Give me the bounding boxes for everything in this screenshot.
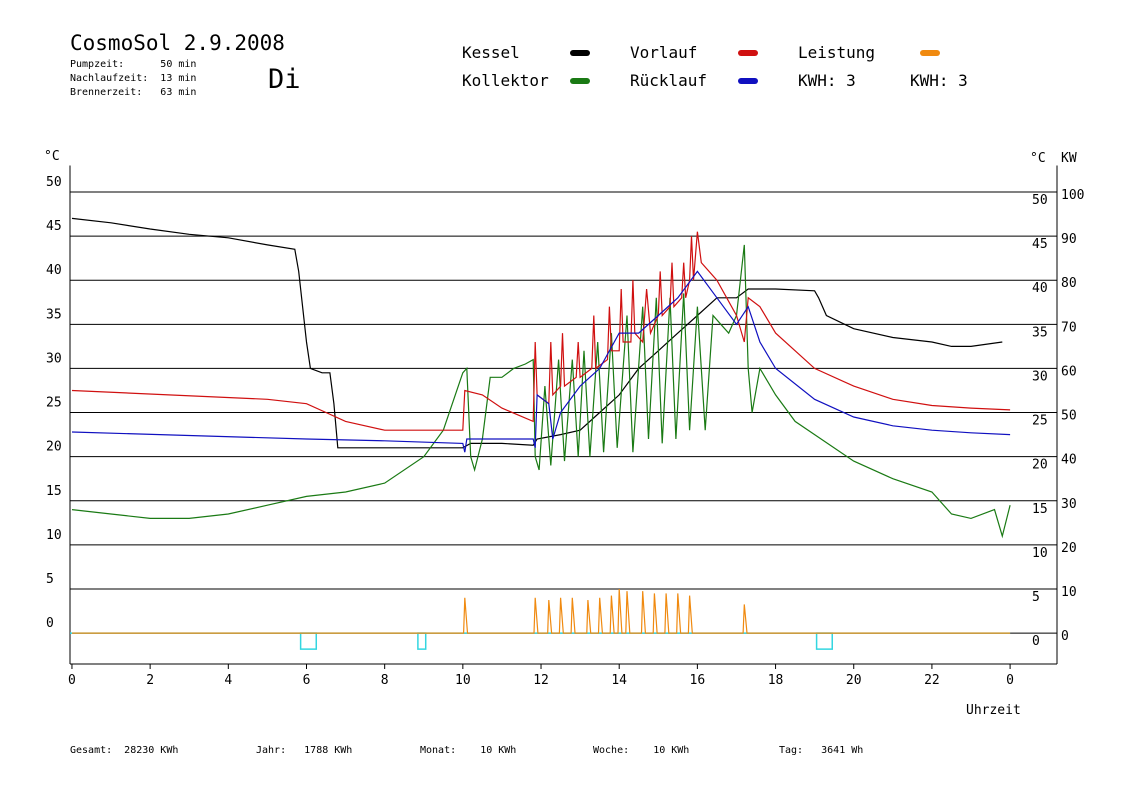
y-tick-label: 30 [46, 351, 62, 366]
x-tick-label: 20 [846, 673, 862, 688]
y2-tick-label: 20 [1032, 458, 1048, 473]
y-tick-label: 35 [46, 307, 62, 322]
y-tick-label: 5 [46, 572, 54, 587]
x-tick-label: 14 [611, 673, 627, 688]
time-info: Pumpzeit: 50 min [70, 59, 196, 70]
x-axis-label: Uhrzeit [966, 703, 1021, 718]
y-tick-label: 20 [46, 440, 62, 455]
y2-tick-label: 30 [1061, 497, 1077, 512]
x-tick-label: 10 [455, 673, 471, 688]
y2-tick-label: 90 [1061, 232, 1077, 247]
y2-tick-label: 100 [1061, 188, 1084, 203]
y-tick-label: 15 [46, 484, 62, 499]
legend-label: Kessel [462, 43, 520, 62]
footer-stat: Tag: 3641 Wh [779, 745, 863, 756]
y2-tick-label: 0 [1032, 634, 1040, 649]
kwh-label: KWH: 3 [798, 71, 856, 90]
y2-tick-label: 20 [1061, 541, 1077, 556]
x-tick-label: 2 [146, 673, 154, 688]
y2-tick-label: 15 [1032, 502, 1048, 517]
y-tick-label: 45 [46, 219, 62, 234]
series-line [71, 217, 1003, 449]
y2-tick-label: 30 [1032, 369, 1048, 384]
x-tick-label: 6 [303, 673, 311, 688]
x-tick-label: 0 [1006, 673, 1014, 688]
y2-axis-label: KW [1061, 151, 1077, 166]
x-tick-label: 8 [381, 673, 389, 688]
y2-tick-label: 40 [1032, 281, 1048, 296]
kwh-label: KWH: 3 [910, 71, 968, 90]
y2-tick-label: 5 [1032, 590, 1040, 605]
legend-label: Leistung [798, 43, 875, 62]
y-tick-label: 40 [46, 263, 62, 278]
series-line [72, 588, 1011, 634]
y2-tick-label: 70 [1061, 320, 1077, 335]
footer-stat: Monat: 10 KWh [420, 745, 516, 756]
footer-stat: Jahr: 1788 KWh [256, 745, 352, 756]
pump-interval [815, 632, 833, 650]
y2-tick-label: 60 [1061, 364, 1077, 379]
x-tick-label: 18 [768, 673, 784, 688]
legend-label: Rücklauf [630, 71, 707, 90]
y2-tick-label: 10 [1032, 546, 1048, 561]
y2-tick-label: 0 [1061, 629, 1069, 644]
y2-tick-label: 50 [1032, 193, 1048, 208]
footer-stat: Gesamt: 28230 KWh [70, 745, 178, 756]
y2-tick-label: 10 [1061, 585, 1077, 600]
y2-tick-label: 35 [1032, 325, 1048, 340]
x-tick-label: 16 [690, 673, 706, 688]
y2-tick-label: 80 [1061, 276, 1077, 291]
day: Di [268, 64, 301, 95]
pump-interval [299, 632, 318, 650]
y-tick-label: 10 [46, 528, 62, 543]
y-tick-label: 25 [46, 396, 62, 411]
legend-label: Vorlauf [630, 43, 697, 62]
y2-axis-label: °C [1030, 151, 1046, 166]
y2-tick-label: 25 [1032, 414, 1048, 429]
x-tick-label: 12 [533, 673, 549, 688]
series-line [71, 231, 1011, 431]
time-info: Brennerzeit: 63 min [70, 87, 196, 98]
y-tick-label: 0 [46, 616, 54, 631]
y2-tick-label: 40 [1061, 453, 1077, 468]
series-line [71, 244, 1011, 539]
footer-stat: Woche: 10 KWh [593, 745, 689, 756]
y-tick-label: 50 [46, 175, 62, 190]
legend-label: Kollektor [462, 71, 549, 90]
series-line [71, 270, 1011, 453]
time-info: Nachlaufzeit: 13 min [70, 73, 196, 84]
y2-tick-label: 50 [1061, 409, 1077, 424]
pump-interval [417, 632, 427, 650]
x-tick-label: 22 [924, 673, 940, 688]
y-axis-label: °C [44, 149, 60, 164]
y2-tick-label: 45 [1032, 237, 1048, 252]
x-tick-label: 4 [224, 673, 232, 688]
x-tick-label: 0 [68, 673, 76, 688]
title: CosmoSol 2.9.2008 [70, 31, 285, 55]
